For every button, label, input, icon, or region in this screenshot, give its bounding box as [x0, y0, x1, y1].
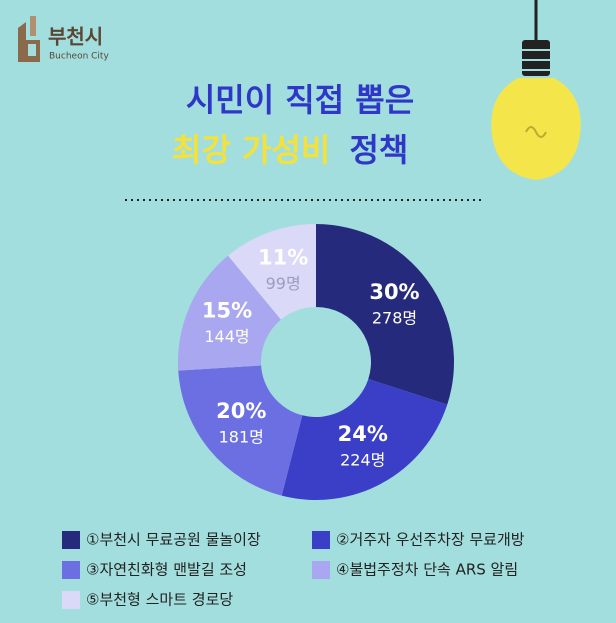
legend: ①부천시 무료공원 물놀이장 ②거주자 우선주차장 무료개방 ③자연친화형 맨발길 …	[62, 531, 525, 609]
percent-label: 24%	[338, 422, 388, 446]
logo-sub: Bucheon City	[49, 52, 109, 62]
legend-swatch	[62, 591, 80, 609]
percent-label: 11%	[258, 246, 308, 270]
lightbulb	[491, 0, 581, 180]
count-label: 224명	[340, 451, 385, 470]
legend-label: ④불법주정차 단속 ARS 알림	[336, 561, 518, 579]
legend-swatch	[312, 531, 330, 549]
donut-slice	[316, 224, 454, 405]
count-label: 144명	[204, 327, 249, 346]
legend-label: ③자연친화형 맨발길 조성	[86, 561, 247, 579]
percent-label: 15%	[202, 298, 252, 322]
donut-slice	[178, 255, 281, 371]
count-label: 181명	[219, 427, 264, 446]
count-label: 99명	[266, 274, 301, 293]
legend-swatch	[62, 561, 80, 579]
donut-slice	[228, 224, 316, 320]
donut-slice	[178, 365, 303, 496]
count-label: 278명	[372, 308, 417, 327]
legend-swatch	[312, 561, 330, 579]
legend-label: ②거주자 우선주차장 무료개방	[336, 531, 525, 549]
subtitle-rest: 정책	[349, 131, 408, 169]
title: 시민이 직접 뽑은	[186, 81, 414, 119]
legend-swatch	[62, 531, 80, 549]
percent-label: 20%	[216, 399, 266, 423]
subtitle: 최강 가성비 정책	[172, 131, 408, 169]
legend-label: ⑤부천형 스마트 경로당	[86, 591, 233, 609]
donut-slice	[281, 378, 448, 501]
legend-label: ①부천시 무료공원 물놀이장	[86, 531, 261, 549]
percent-label: 30%	[369, 280, 419, 304]
donut: 30% 278명 24% 224명 20% 181명 15% 144명 11% 99명	[178, 224, 454, 501]
logo-name: 부천시	[48, 25, 103, 49]
subtitle-highlight: 최강 가성비	[172, 131, 330, 169]
logo-mark	[18, 16, 40, 62]
